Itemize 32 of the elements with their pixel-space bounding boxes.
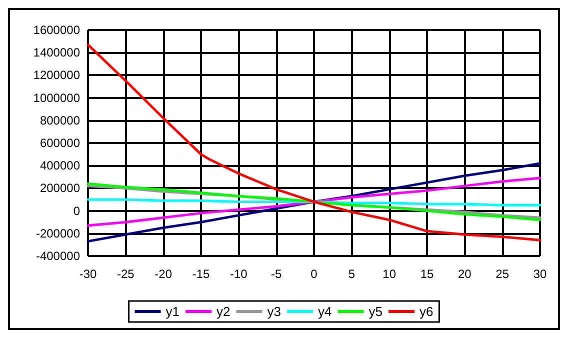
legend-label: y3: [267, 304, 282, 319]
x-tick-label: 0: [310, 267, 318, 281]
x-tick-label: 15: [420, 267, 434, 281]
x-tick-label: 10: [382, 267, 396, 281]
legend-label: y1: [166, 304, 180, 319]
legend-label: y6: [419, 304, 434, 319]
x-tick-label: -5: [270, 267, 282, 281]
y-tick-label: 1400000: [33, 46, 80, 60]
y-tick-label: 200000: [40, 181, 80, 196]
line-series: [86, 43, 542, 242]
legend-label: y4: [318, 304, 332, 319]
y-tick-label: 400000: [40, 158, 80, 173]
y-tick-label: 1600000: [33, 23, 80, 37]
legend-label: y2: [216, 304, 230, 319]
x-tick-label: 5: [348, 267, 356, 281]
line-series: [86, 176, 542, 227]
x-tick-label: -25: [116, 267, 135, 281]
y-tick-label: 800000: [40, 113, 80, 128]
y-tick-label: -200000: [36, 226, 80, 240]
x-tick-label: 20: [458, 267, 472, 281]
y-tick-label: 1200000: [33, 68, 80, 82]
y-tick-label: -400000: [36, 249, 80, 263]
x-tick-label: -10: [230, 267, 248, 281]
x-tick-label: -20: [154, 267, 172, 281]
y-tick-label: 600000: [40, 136, 80, 150]
y-tick-label: 0: [73, 204, 80, 218]
legend-label: y5: [368, 304, 382, 319]
x-tick-label: -15: [192, 267, 210, 281]
x-tick-label: 30: [533, 267, 547, 281]
y-tick-label: 1000000: [33, 90, 80, 105]
x-tick-label: 25: [496, 267, 510, 281]
x-tick-label: -30: [79, 267, 97, 281]
